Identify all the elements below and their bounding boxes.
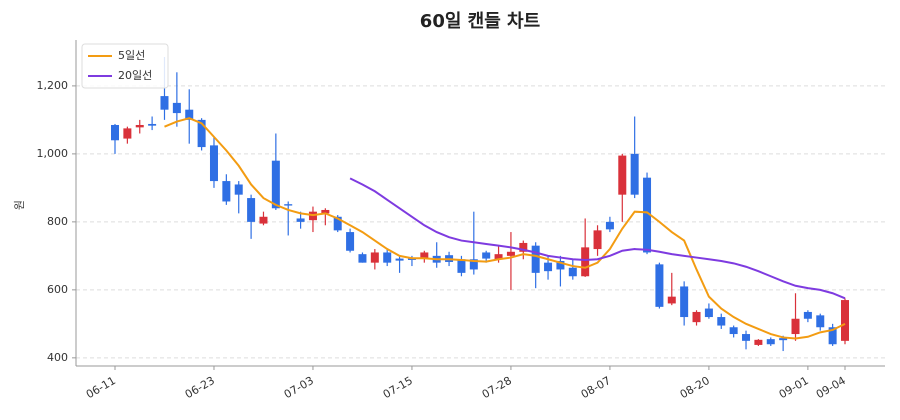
x-tick-label: 09-01 bbox=[777, 374, 811, 401]
x-tick-label: 07-03 bbox=[282, 374, 316, 401]
candle-body bbox=[729, 327, 738, 335]
candle-body bbox=[383, 252, 392, 263]
candle-body bbox=[544, 262, 553, 272]
x-tick-label: 09-04 bbox=[814, 374, 848, 401]
y-tick-label: 800 bbox=[47, 215, 68, 228]
candle-body bbox=[506, 251, 515, 256]
candle-body bbox=[172, 102, 181, 114]
y-tick-label: 400 bbox=[47, 351, 68, 364]
candle-body bbox=[828, 327, 837, 345]
y-tick-label: 1,000 bbox=[37, 147, 69, 160]
x-tick-label: 06-23 bbox=[183, 374, 217, 401]
x-tick-label: 08-20 bbox=[678, 374, 712, 401]
candle-body bbox=[123, 128, 132, 139]
candle-body bbox=[779, 338, 788, 341]
candle-body bbox=[247, 198, 256, 222]
candle-body bbox=[568, 267, 577, 277]
candle-body bbox=[482, 252, 491, 259]
candle-body bbox=[346, 232, 355, 251]
y-axis-label: 원 bbox=[13, 200, 26, 210]
x-tick-label: 07-28 bbox=[480, 374, 514, 401]
candle-body bbox=[370, 252, 379, 263]
candle-body bbox=[519, 242, 528, 252]
candle-body bbox=[803, 311, 812, 319]
candle-body bbox=[160, 96, 169, 110]
candle-body bbox=[754, 339, 763, 345]
chart-title: 60일 캔들 차트 bbox=[420, 11, 540, 32]
legend-label: 20일선 bbox=[118, 68, 152, 82]
candle-body bbox=[111, 124, 119, 141]
candle-body bbox=[222, 181, 231, 202]
candle-body bbox=[395, 258, 404, 261]
candle-body bbox=[766, 339, 775, 345]
candle-body bbox=[531, 245, 540, 273]
candle-body bbox=[494, 254, 503, 260]
candle-body bbox=[420, 252, 429, 259]
candle-body bbox=[581, 247, 590, 277]
candle-body bbox=[148, 123, 157, 126]
candle-body bbox=[358, 254, 367, 263]
ma-line bbox=[349, 177, 846, 300]
candle-body bbox=[704, 308, 713, 318]
candle-body bbox=[605, 221, 614, 230]
candle-body bbox=[717, 317, 726, 326]
candle-body bbox=[667, 296, 676, 304]
candle-body bbox=[271, 160, 280, 209]
candle-body bbox=[655, 264, 664, 307]
candle-body bbox=[643, 177, 652, 253]
candle-body bbox=[593, 230, 602, 250]
candle-body bbox=[296, 218, 305, 222]
candle-body bbox=[556, 260, 565, 270]
y-tick-label: 600 bbox=[47, 283, 68, 296]
candle-body bbox=[284, 204, 293, 206]
candle-body bbox=[259, 216, 268, 224]
x-tick-label: 08-07 bbox=[579, 374, 613, 401]
candle-body bbox=[333, 216, 342, 231]
candle-body bbox=[197, 119, 206, 148]
candle-body bbox=[185, 109, 194, 120]
candle-body bbox=[234, 184, 243, 195]
candle-body bbox=[630, 153, 639, 195]
candle-body bbox=[209, 145, 218, 182]
candle-body bbox=[791, 318, 800, 335]
x-tick-label: 07-15 bbox=[381, 374, 415, 401]
candle-body bbox=[321, 209, 330, 214]
candle-body bbox=[135, 124, 144, 128]
y-tick-label: 1,200 bbox=[37, 79, 69, 92]
ma-line bbox=[164, 117, 846, 340]
candle-body bbox=[742, 334, 751, 341]
candle-body bbox=[692, 311, 701, 323]
candle-body bbox=[816, 315, 825, 328]
legend-label: 5일선 bbox=[118, 48, 145, 62]
candle-body bbox=[618, 155, 627, 195]
candle-body bbox=[457, 259, 466, 273]
candle-body bbox=[680, 286, 689, 318]
candle-body bbox=[407, 258, 416, 260]
candle-body bbox=[841, 300, 849, 341]
x-tick-label: 06-11 bbox=[84, 374, 118, 401]
candle-body bbox=[469, 259, 478, 270]
